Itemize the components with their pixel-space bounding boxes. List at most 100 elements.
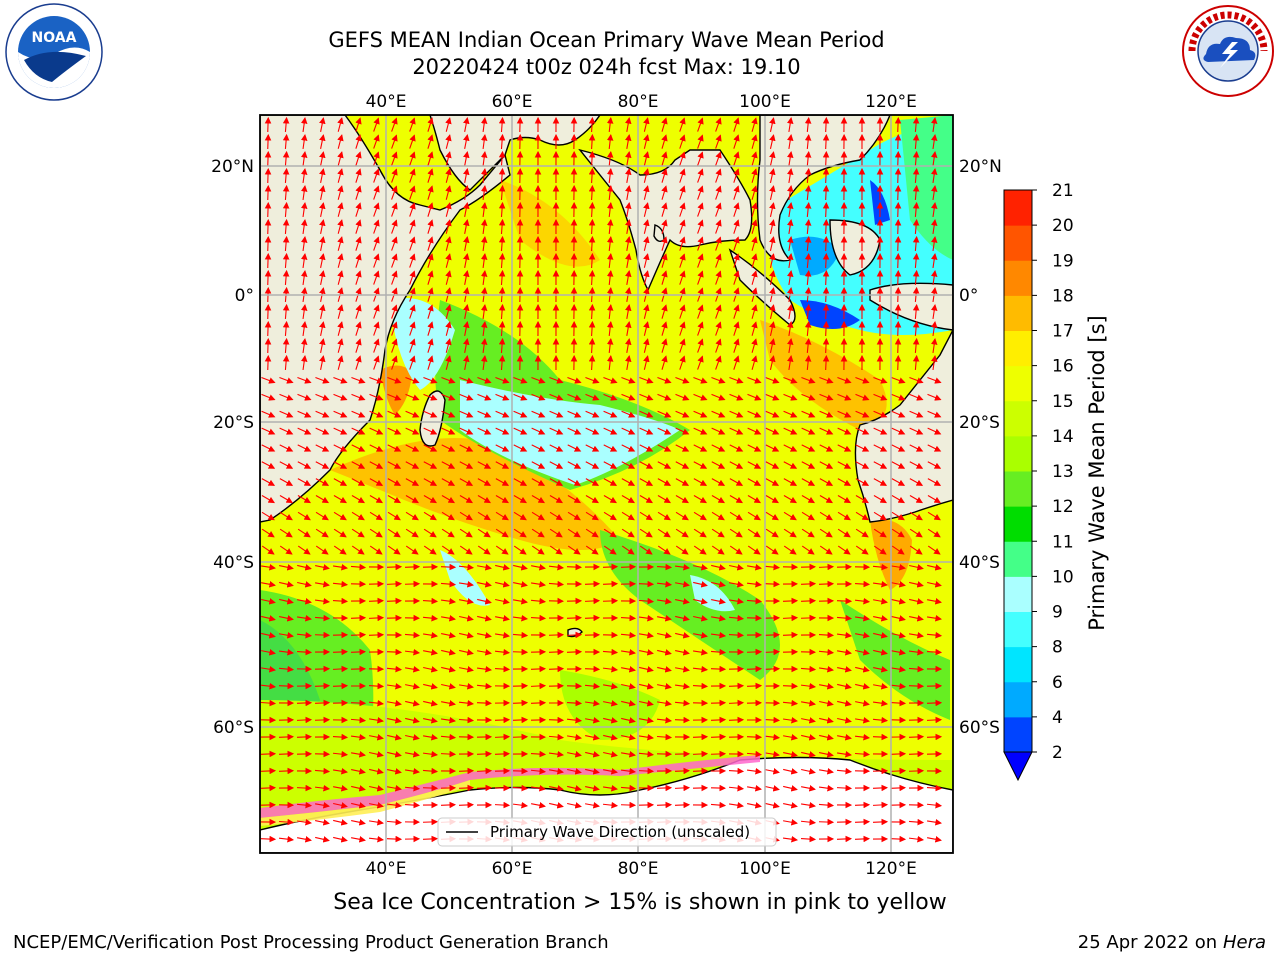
- wave-direction-arrow: [643, 202, 650, 217]
- wave-direction-arrow: [873, 393, 888, 401]
- wave-direction-arrow: [355, 355, 362, 370]
- y-tick-left: 60°S: [213, 718, 254, 738]
- wave-direction-arrow: [530, 699, 547, 707]
- wave-direction-arrow: [458, 784, 475, 792]
- wave-direction-arrow: [909, 410, 924, 418]
- wave-direction-arrow: [548, 648, 565, 656]
- wave-direction-arrow: [909, 461, 924, 469]
- wave-direction-arrow: [894, 303, 902, 320]
- wave-direction-arrow: [786, 219, 794, 234]
- wave-direction-arrow: [409, 202, 416, 217]
- colorbar-tick-label: 10: [1052, 567, 1074, 587]
- wave-direction-arrow: [751, 304, 758, 319]
- colorbar-segment: [1004, 365, 1032, 402]
- wave-direction-arrow: [409, 151, 416, 166]
- wave-direction-arrow: [782, 597, 799, 605]
- wave-direction-arrow: [930, 252, 938, 269]
- wave-direction-arrow: [531, 495, 545, 504]
- wave-direction-arrow: [282, 354, 290, 371]
- wave-direction-arrow: [261, 478, 276, 486]
- wave-direction-arrow: [930, 116, 938, 133]
- wave-direction-arrow: [927, 393, 942, 401]
- wave-direction-arrow: [765, 377, 780, 384]
- wave-direction-arrow: [369, 461, 384, 469]
- wave-direction-arrow: [675, 495, 689, 504]
- wave-direction-arrow: [440, 563, 457, 571]
- wave-direction-arrow: [498, 116, 506, 133]
- wave-direction-arrow: [625, 185, 632, 200]
- wave-direction-arrow: [912, 235, 920, 252]
- wave-direction-arrow: [495, 393, 510, 401]
- wave-direction-arrow: [751, 236, 758, 251]
- wave-direction-arrow: [355, 134, 362, 149]
- x-tick-bottom: 60°E: [492, 859, 533, 879]
- wave-direction-arrow: [279, 528, 293, 538]
- wave-direction-arrow: [697, 236, 704, 251]
- wave-direction-arrow: [927, 410, 942, 418]
- wave-direction-arrow: [715, 185, 722, 200]
- wave-direction-arrow: [332, 665, 349, 673]
- wave-direction-arrow: [679, 304, 686, 319]
- wave-direction-arrow: [387, 393, 402, 401]
- wave-direction-arrow: [715, 321, 722, 336]
- wave-direction-arrow: [710, 716, 727, 724]
- wave-direction-arrow: [530, 665, 547, 673]
- wave-direction-arrow: [679, 270, 686, 285]
- wave-direction-arrow: [764, 648, 781, 656]
- wave-direction-arrow: [387, 511, 401, 521]
- wave-direction-arrow: [445, 355, 452, 370]
- colorbar-tick-label: 11: [1052, 532, 1074, 552]
- wave-direction-arrow: [930, 201, 938, 218]
- wave-direction-arrow: [351, 511, 365, 521]
- wave-direction-arrow: [625, 219, 632, 234]
- wave-direction-arrow: [567, 410, 582, 418]
- wave-direction-arrow: [480, 252, 488, 269]
- x-tick-bottom: 80°E: [618, 859, 659, 879]
- y-tick-right: 60°S: [959, 718, 1000, 738]
- y-ticks-right: 20°N 0° 20°S 40°S 60°S: [959, 157, 1002, 738]
- wave-direction-arrow: [423, 393, 438, 401]
- wave-direction-arrow: [643, 185, 650, 200]
- wave-direction-arrow: [480, 269, 488, 286]
- wave-direction-arrow: [282, 252, 290, 269]
- wave-direction-arrow: [480, 201, 488, 218]
- wave-direction-arrow: [606, 167, 614, 184]
- wave-direction-arrow: [765, 528, 779, 538]
- wave-direction-arrow: [441, 427, 456, 435]
- y-tick-right: 0°: [959, 286, 978, 306]
- wave-direction-arrow: [657, 393, 672, 401]
- wave-direction-arrow: [786, 202, 794, 217]
- wave-direction-arrow: [873, 377, 888, 384]
- wave-direction-arrow: [891, 495, 905, 504]
- wave-direction-arrow: [819, 427, 834, 435]
- wave-direction-arrow: [819, 377, 834, 384]
- wave-direction-arrow: [459, 478, 474, 486]
- wave-direction-arrow: [733, 168, 740, 183]
- wave-direction-arrow: [391, 134, 398, 149]
- wave-direction-arrow: [639, 427, 654, 435]
- wave-direction-arrow: [477, 410, 492, 418]
- wave-direction-arrow: [300, 252, 308, 269]
- wave-direction-arrow: [373, 304, 380, 319]
- wave-direction-arrow: [912, 218, 920, 235]
- wave-direction-arrow: [387, 495, 401, 504]
- wave-direction-arrow: [894, 116, 902, 133]
- wave-direction-arrow: [351, 393, 366, 401]
- wave-direction-arrow: [314, 682, 331, 690]
- wave-direction-arrow: [930, 235, 938, 252]
- wave-direction-arrow: [355, 253, 362, 268]
- wave-direction-arrow: [621, 377, 636, 384]
- wave-direction-arrow: [480, 218, 488, 235]
- wave-direction-arrow: [733, 321, 740, 336]
- wave-direction-arrow: [765, 461, 780, 469]
- wave-direction-arrow: [679, 236, 686, 251]
- colorbar-tick-label: 18: [1052, 286, 1074, 306]
- y-tick-left: 20°S: [213, 413, 254, 433]
- wave-direction-arrow: [477, 444, 492, 452]
- wave-direction-arrow: [513, 427, 528, 435]
- wave-direction-arrow: [733, 151, 740, 166]
- wave-direction-arrow: [711, 478, 726, 486]
- wave-direction-arrow: [675, 410, 690, 418]
- wave-direction-arrow: [405, 444, 420, 452]
- wave-direction-arrow: [477, 377, 492, 384]
